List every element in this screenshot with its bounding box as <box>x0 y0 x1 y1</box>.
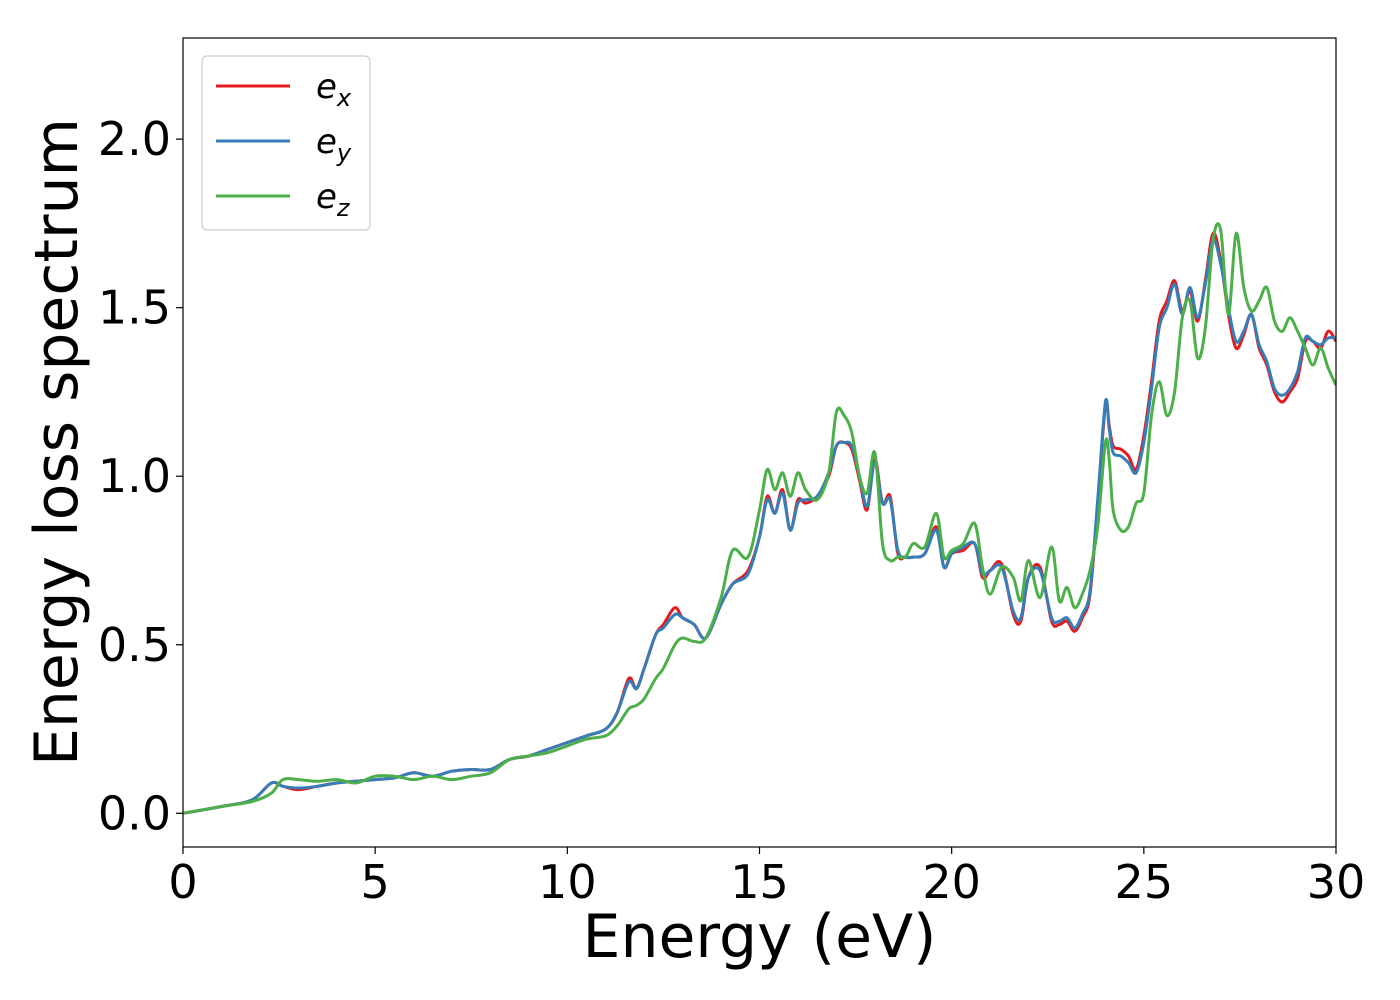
x-tick-label: 5 <box>361 855 390 909</box>
x-axis-label: Energy (eV) <box>583 902 937 972</box>
y-tick-label: 0.5 <box>98 618 171 672</box>
x-tick-label: 0 <box>168 855 197 909</box>
legend-label-ey: ey <box>316 122 352 167</box>
legend: ex ey ez <box>201 55 371 231</box>
legend-label-ez: ez <box>316 177 351 222</box>
x-tick-label: 25 <box>1115 855 1174 909</box>
legend-label-ex: ex <box>316 67 352 112</box>
y-tick-label: 1.0 <box>98 449 171 503</box>
y-tick-label: 1.5 <box>98 281 171 335</box>
y-axis-label: Energy loss spectrum <box>22 118 92 766</box>
x-tick-label: 10 <box>538 855 597 909</box>
series-line-ez <box>183 222 1336 815</box>
x-tick-label: 30 <box>1307 855 1366 909</box>
y-axis: 0.0 0.5 1.0 1.5 2.0 <box>98 112 183 840</box>
legend-box <box>201 55 371 231</box>
x-tick-label: 20 <box>922 855 981 909</box>
x-axis: 0 5 10 15 20 25 30 <box>168 847 1365 909</box>
y-tick-label: 2.0 <box>98 112 171 166</box>
series-layer <box>183 222 1336 815</box>
y-tick-label: 0.0 <box>98 786 171 840</box>
x-tick-label: 15 <box>730 855 789 909</box>
